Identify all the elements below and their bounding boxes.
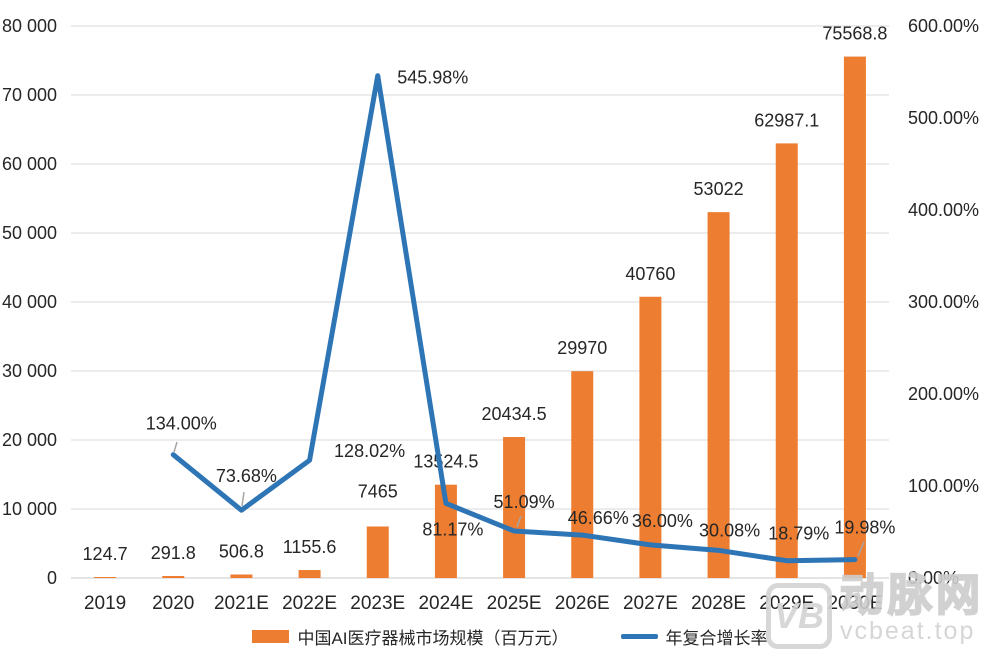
right-axis-tick: 300.00% [908,292,979,312]
right-axis-tick: 100.00% [908,476,979,496]
cagr-label: 19.98% [834,518,895,538]
x-axis-label: 2026E [555,593,610,614]
left-axis-tick: 70 000 [2,85,57,105]
bar-2023E [366,526,389,578]
bar-label: 29970 [557,338,607,358]
cagr-label: 51.09% [494,492,555,512]
right-axis-tick: 500.00% [908,108,979,128]
bar-label: 291.8 [151,543,196,563]
bar-label: 20434.5 [482,404,547,424]
label-leader-line [173,441,178,453]
bar-2027E [639,296,662,578]
x-axis-label: 2022E [282,593,337,614]
chart-legend: 中国AI医疗器械市场规模（百万元） 年复合增长率 [0,622,986,650]
label-leader-line [857,541,865,557]
left-axis-tick: 10 000 [2,499,57,519]
x-axis-label: 2023E [350,593,405,614]
cagr-label: 81.17% [422,519,483,539]
bar-label: 53022 [694,179,744,199]
bar-2029E [775,143,798,578]
left-axis-tick: 20 000 [2,430,57,450]
x-axis-label: 2021E [214,593,269,614]
left-axis-tick: 60 000 [2,154,57,174]
x-axis-label: 2019 [84,593,126,614]
cagr-label: 73.68% [216,466,277,486]
legend-item-market-size: 中国AI医疗器械市场规模（百万元） [252,624,569,649]
cagr-label: 545.98% [397,68,468,88]
left-axis-tick: 30 000 [2,361,57,381]
legend-bar-swatch [252,629,290,643]
x-axis-label: 2025E [487,593,542,614]
cagr-line [170,73,858,564]
legend-bar-label: 中国AI医疗器械市场规模（百万元） [297,628,569,648]
x-axis-label: 2024E [418,593,473,614]
left-axis-tick: 80 000 [2,16,57,36]
bar-label: 1155.6 [283,537,337,557]
bar-2025E [503,437,526,578]
bar-label: 75568.8 [822,24,887,44]
bar-2021E [230,574,253,578]
cagr-label: 36.00% [632,511,693,531]
cagr-label: 46.66% [568,508,629,528]
bar-label: 62987.1 [754,110,819,130]
bar-2022E [298,570,321,578]
legend-line-label: 年复合增长率 [665,628,768,648]
right-axis-tick: 400.00% [908,200,979,220]
bar-2028E [707,212,730,578]
right-axis-tick: 600.00% [908,16,979,36]
left-axis-tick: 40 000 [2,292,57,312]
bar-2030E [843,56,866,579]
x-axis-label: 2029E [759,593,814,614]
cagr-label: 30.08% [699,520,760,540]
cagr-label: 134.00% [146,414,217,434]
label-leader-line [241,491,245,507]
bar-label: 124.7 [83,544,128,564]
x-axis-label: 2020 [152,593,194,614]
left-axis-tick: 50 000 [2,223,57,243]
bar-label: 40760 [625,264,675,284]
bar-label: 7465 [358,481,398,501]
legend-item-cagr: 年复合增长率 [620,624,768,649]
x-axis-label: 2028E [691,593,746,614]
right-axis-tick: 200.00% [908,384,979,404]
bar-2019 [94,577,117,578]
bar-2026E [571,371,594,578]
cagr-label: 128.02% [334,441,405,461]
bar-label: 506.8 [219,542,264,562]
bar-label: 13524.5 [413,452,478,472]
right-axis-tick: 0.00% [908,568,959,588]
x-axis-label: 2027E [623,593,678,614]
legend-line-swatch [620,633,658,639]
label-leader-line [516,515,522,528]
cagr-label: 18.79% [768,524,829,544]
x-axis-label: 2030E [827,593,882,614]
left-axis-tick: 0 [47,568,57,588]
bar-2020 [162,575,185,578]
